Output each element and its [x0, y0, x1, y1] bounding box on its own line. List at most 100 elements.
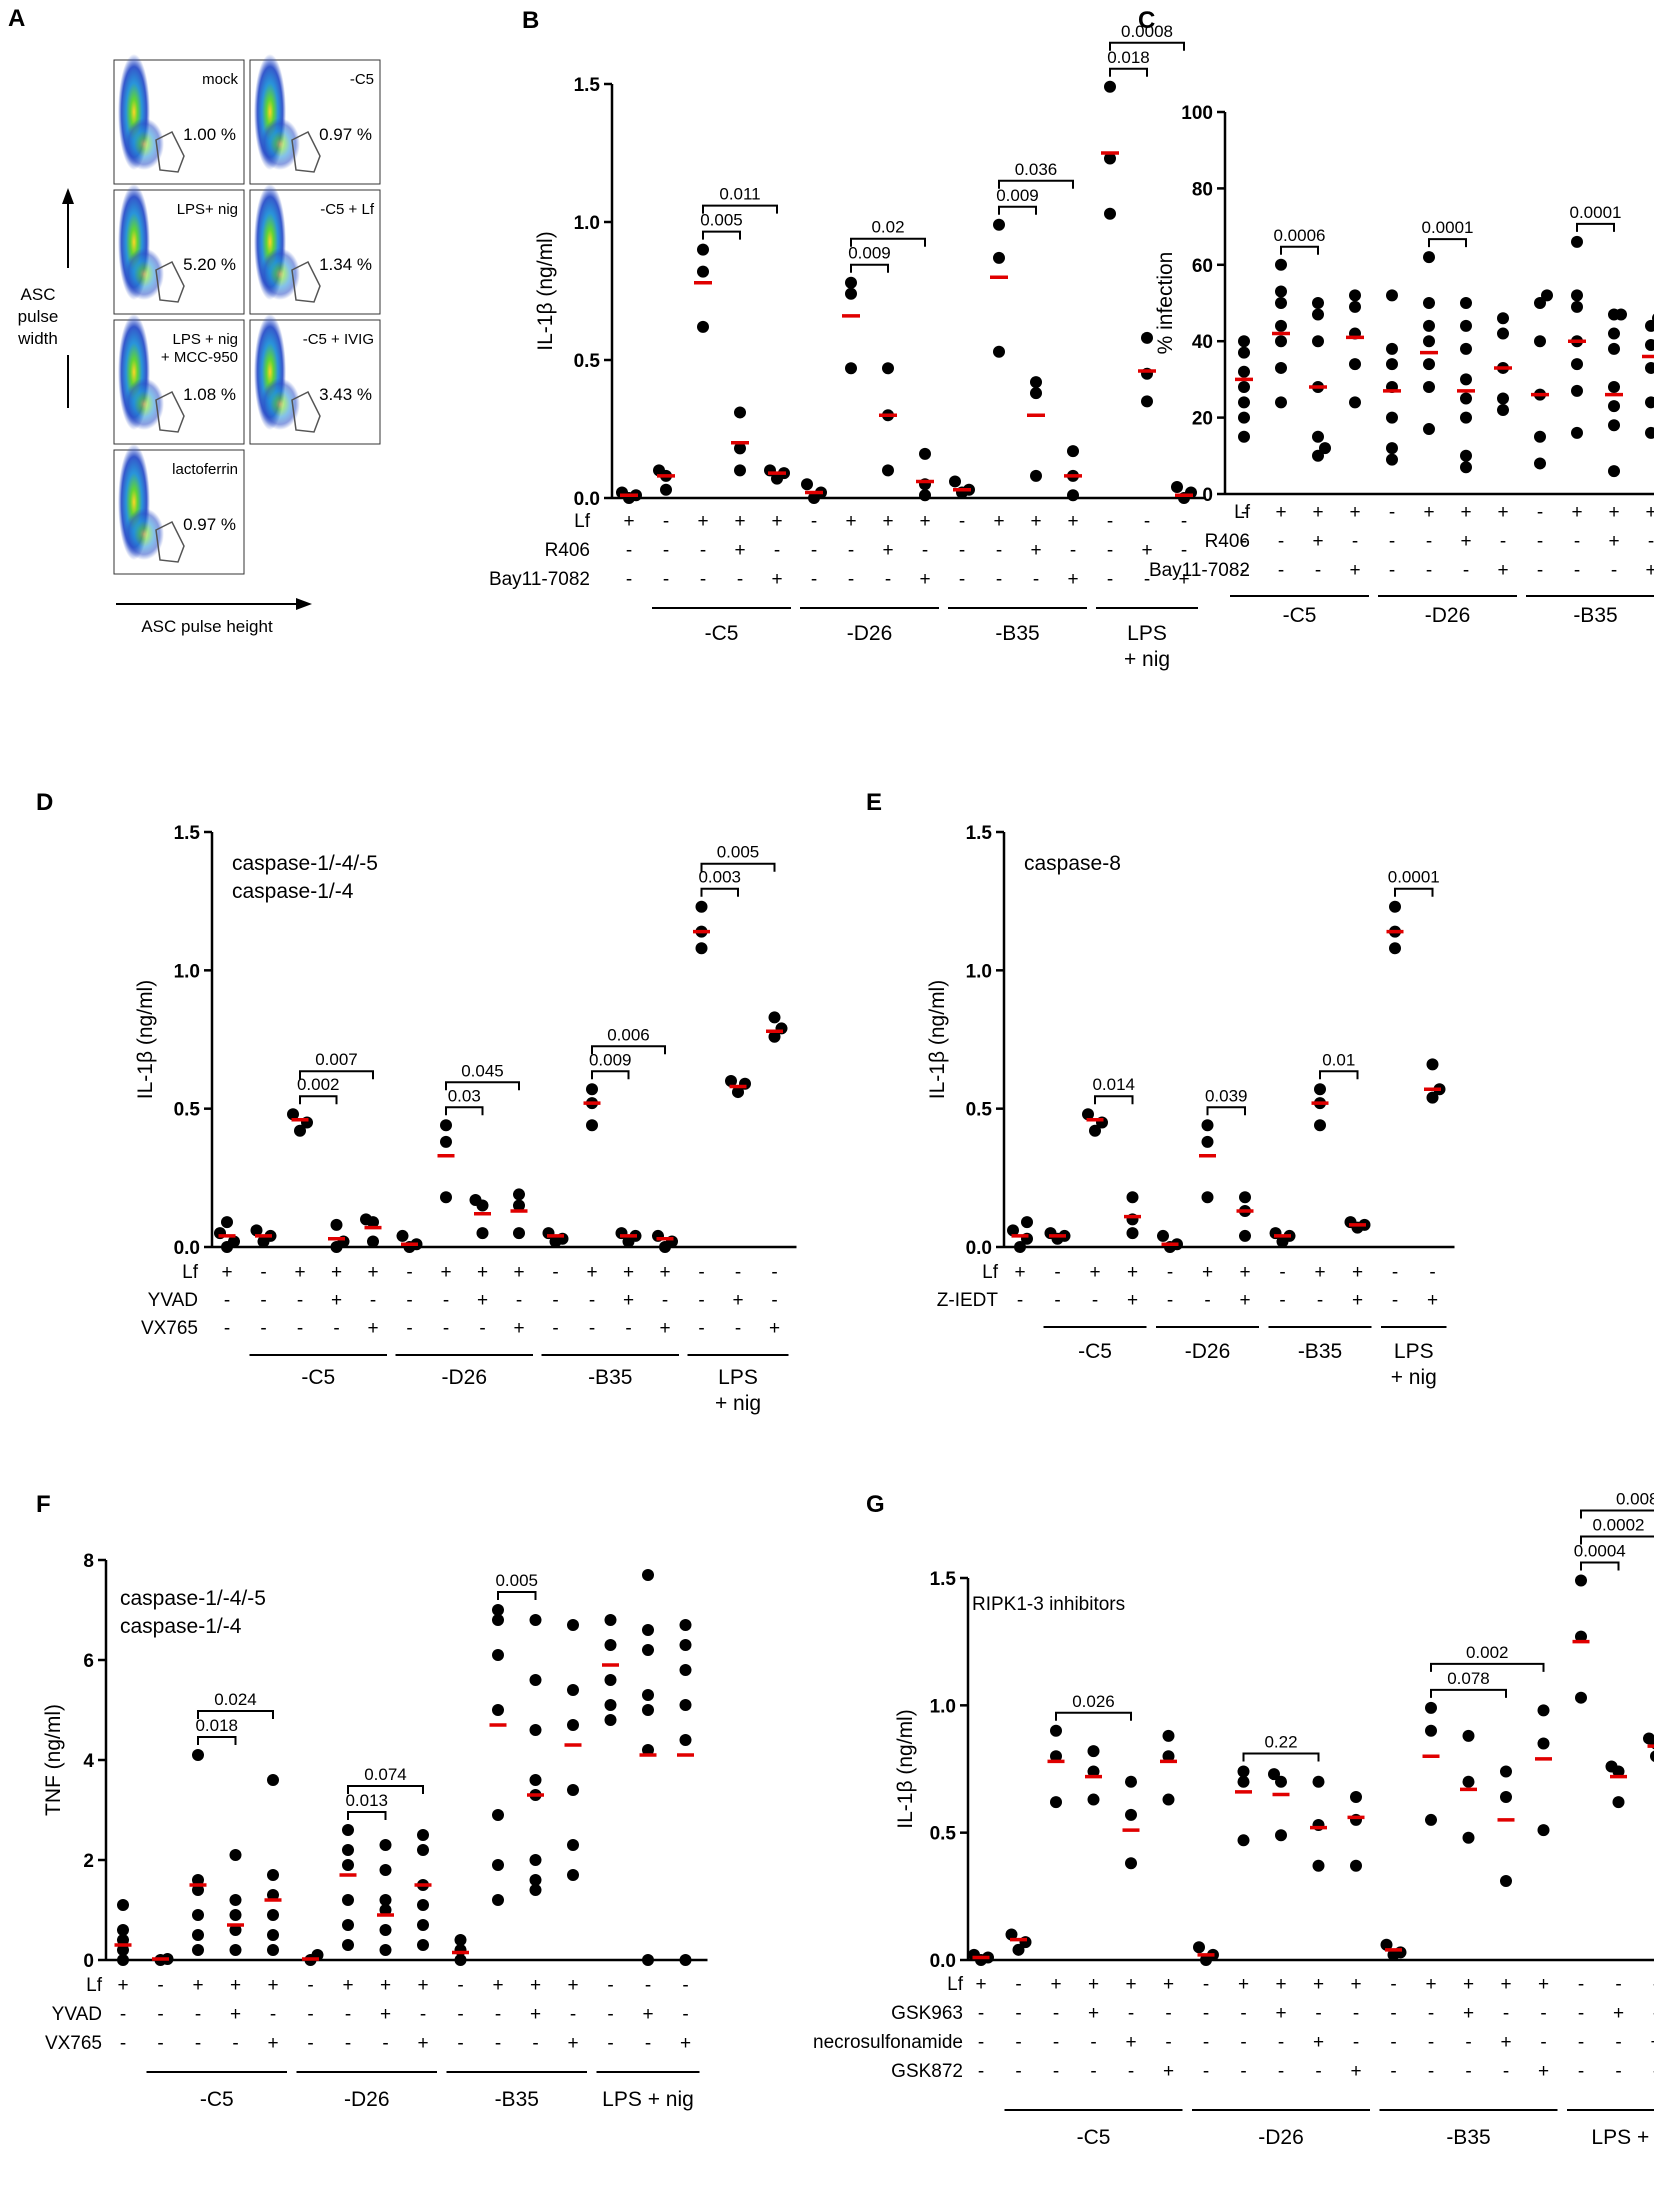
treatment-row: YVAD - - - + - - - + - - - + - - + -: [52, 2004, 689, 2025]
data-point: [919, 447, 931, 460]
treatment-sign: -: [1279, 1262, 1285, 1283]
treatment-sign: +: [919, 511, 930, 532]
treatment-sign: -: [735, 1318, 741, 1339]
treatment-sign: -: [120, 2033, 126, 2054]
treatment-sign: -: [1578, 2003, 1584, 2024]
data-column: [1027, 376, 1045, 482]
data-point: [1386, 358, 1398, 371]
treatment-sign: -: [1167, 1262, 1173, 1283]
data-column: [1420, 251, 1438, 436]
treatment-row-label: YVAD: [52, 2004, 102, 2025]
significance-bracket: 0.0002: [1580, 1516, 1654, 1545]
data-point: [1201, 1119, 1214, 1132]
data-point: [604, 1699, 617, 1711]
y-tick-label: 0.0: [174, 1238, 200, 1259]
significance-bracket: 0.0004: [1574, 1542, 1626, 1571]
treatment-sign: -: [1278, 2061, 1284, 2082]
data-point: [1534, 335, 1546, 348]
bracket-line: [1580, 1509, 1654, 1519]
treatment-sign: +: [367, 1318, 378, 1339]
data-point: [1645, 319, 1654, 332]
data-point: [1238, 346, 1250, 359]
panel-a-flow-cytometry: A mock 1.00 % -C5 0.97 % LPS+ nig 5.20 % -C5 +…: [8, 5, 381, 636]
data-point: [1608, 342, 1620, 355]
y-tick-label: 1.0: [574, 213, 600, 234]
treatment-sign: +: [1497, 560, 1508, 581]
bracket-line: [1206, 1106, 1246, 1116]
group-label-text: -D26: [1425, 604, 1471, 627]
data-column: [250, 1224, 277, 1248]
treatment-sign: -: [1317, 1290, 1323, 1311]
flow-gate: [155, 520, 185, 563]
treatment-sign: -: [1578, 1974, 1584, 1995]
treatment-sign: -: [1353, 2032, 1359, 2053]
group-label: -C5: [146, 2071, 287, 2111]
treatment-sign: -: [1315, 2061, 1321, 2082]
treatment-sign: +: [380, 2004, 391, 2025]
treatment-sign: +: [513, 1262, 524, 1283]
treatment-sign: -: [1240, 2061, 1246, 2082]
data-point: [1089, 1124, 1101, 1137]
bracket-line: [702, 204, 778, 214]
treatment-sign: -: [848, 540, 854, 561]
treatment-sign: -: [700, 540, 706, 561]
flow-plot: LPS + nig+ MCC-950 1.08 %: [113, 314, 245, 445]
data-point: [342, 1939, 354, 1951]
treatment-sign: -: [1463, 560, 1469, 581]
data-point: [1497, 312, 1509, 325]
treatment-sign: -: [1278, 531, 1284, 552]
treatment-sign: -: [1015, 1974, 1021, 1995]
data-point: [1425, 1701, 1437, 1714]
chart-annotation: caspase-1/-4: [120, 1615, 242, 1638]
bracket-line: [1242, 1752, 1320, 1762]
treatment-sign: -: [663, 511, 669, 532]
flow-plot-title: LPS+ nig: [177, 201, 238, 218]
treatment-sign: +: [1125, 1974, 1136, 1995]
flow-gate-percent: 1.00 %: [183, 125, 236, 144]
bracket-line: [1580, 1561, 1620, 1571]
bracket-line: [1430, 1662, 1545, 1672]
treatment-sign: +: [734, 511, 745, 532]
data-point: [1423, 335, 1435, 348]
bracket-line: [591, 1070, 630, 1080]
group-label-text: + nig: [1124, 648, 1170, 671]
treatment-sign: -: [978, 2003, 984, 2024]
data-point: [1350, 1859, 1362, 1872]
data-point: [1608, 419, 1620, 432]
data-point: [1537, 1737, 1550, 1750]
data-column: [1346, 289, 1364, 409]
flow-plot-title: -C5 + Lf: [320, 201, 375, 218]
data-point: [117, 1934, 129, 1946]
treatment-sign: +: [1608, 531, 1619, 552]
treatment-row-label: R406: [545, 540, 590, 561]
group-label: -D26: [800, 607, 939, 645]
p-value-label: 0.036: [1015, 160, 1058, 179]
data-point: [604, 1614, 617, 1626]
data-point: [1104, 152, 1116, 165]
treatment-row-label: Lf: [1234, 502, 1251, 523]
treatment-sign: -: [1465, 2061, 1471, 2082]
data-point: [1460, 342, 1472, 355]
significance-bracket: 0.002: [1430, 1643, 1545, 1672]
treatment-sign: +: [1613, 2003, 1624, 2024]
treatment-sign: -: [1279, 1290, 1285, 1311]
data-column: [1124, 1191, 1141, 1240]
data-point: [1425, 1724, 1437, 1737]
data-point: [267, 1944, 279, 1956]
data-point: [768, 1030, 781, 1043]
flow-gate-percent: 0.97 %: [319, 125, 372, 144]
treatment-sign: -: [1540, 2032, 1546, 2053]
panel-label: C: [1138, 7, 1155, 34]
treatment-sign: -: [1240, 2032, 1246, 2053]
group-label-text: -B35: [588, 1366, 632, 1389]
y-tick-label: 0.5: [966, 1100, 993, 1121]
treatment-sign: -: [1015, 2032, 1021, 2053]
group-label: LPS + nig: [1567, 2109, 1654, 2149]
data-point: [1349, 300, 1361, 313]
treatment-sign: -: [1181, 511, 1187, 532]
treatment-sign: -: [735, 1262, 741, 1283]
group-label: -D26: [296, 2071, 437, 2111]
treatment-row-label: YVAD: [148, 1290, 198, 1311]
chart-annotation: caspase-1/-4: [232, 880, 354, 903]
p-value-label: 0.008: [1616, 1490, 1654, 1509]
